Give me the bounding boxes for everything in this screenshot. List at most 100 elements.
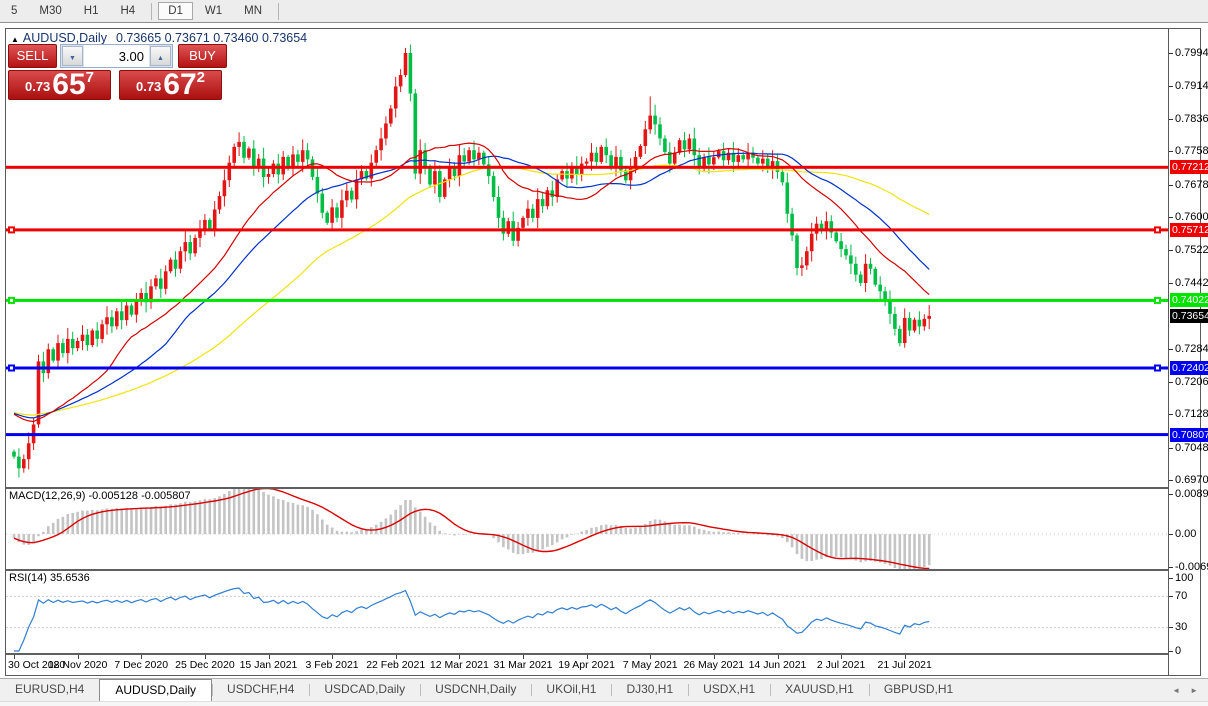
chart-tabs: EURUSD,H4 AUDUSD,Daily USDCHF,H4 USDCAD,Dai… xyxy=(0,679,968,701)
rsi-axis-label: 0 xyxy=(1169,645,1181,657)
timeframe-M30[interactable]: M30 xyxy=(39,5,62,17)
tab-USDCAD-Daily[interactable]: USDCAD,Daily xyxy=(309,679,420,701)
timeframe-H4[interactable]: H4 xyxy=(120,5,136,17)
timeframe-MN[interactable]: MN xyxy=(244,5,263,17)
date-tick xyxy=(841,655,843,659)
tab-UKOil-H1[interactable]: UKOil,H1 xyxy=(531,679,611,701)
chart-title: ▲ AUDUSD,Daily 0.73665 0.73671 0.73460 0.7… xyxy=(11,31,307,45)
hline-0.75712[interactable] xyxy=(6,228,1168,232)
buy-button[interactable]: BUY xyxy=(178,44,227,68)
sell-price-prefix: 0.73 xyxy=(24,79,51,94)
macd-signal-line xyxy=(13,489,930,569)
date-label: 18 Nov 2020 xyxy=(47,659,108,671)
date-label: 3 Feb 2021 xyxy=(305,659,359,671)
hline-0.77212[interactable] xyxy=(6,165,1168,169)
rsi-line xyxy=(14,587,930,652)
tab-GBPUSD-H1[interactable]: GBPUSD,H1 xyxy=(868,679,968,701)
buy-price-display[interactable]: 0.73 67 2 xyxy=(119,69,222,100)
date-label: 7 May 2021 xyxy=(622,659,678,671)
tab-AUDUSD-Daily[interactable]: AUDUSD,Daily xyxy=(99,679,213,701)
sell-price-display[interactable]: 0.73 65 7 xyxy=(8,68,111,101)
volume-spinner: ▼ ▲ xyxy=(60,44,173,68)
date-label: 25 Dec 2020 xyxy=(175,659,235,671)
tab-EURUSD-H4[interactable]: EURUSD,H4 xyxy=(15,682,85,696)
macd-axis-label: -0.006977 xyxy=(1169,561,1208,573)
date-label: 31 Mar 2021 xyxy=(493,659,553,671)
macd-pane[interactable] xyxy=(6,489,1168,569)
tab-USDCNH-Daily[interactable]: USDCNH,Daily xyxy=(420,679,531,701)
date-axis: 30 Oct 2020 18 Nov 2020 7 Dec 2020 25 Dec 2… xyxy=(6,655,1168,675)
spinner-down-icon: ▼ xyxy=(69,55,76,62)
timeframe-5[interactable]: 5 xyxy=(11,5,18,17)
rsi-pane[interactable] xyxy=(6,571,1168,653)
fast-ma xyxy=(13,142,930,423)
tab-XAUUSD-H1[interactable]: XAUUSD,H1 xyxy=(770,679,869,701)
hline-0.72402[interactable] xyxy=(6,366,1168,370)
chart-title-ohlc: 0.73665 0.73671 0.73460 0.73654 xyxy=(115,31,308,45)
date-tick xyxy=(904,655,906,659)
timeframe-toolbar: 5 M30 H1 H4 D1 W1 MN xyxy=(0,0,1208,23)
slow-ma xyxy=(13,164,930,416)
price-tag-0.75712: 0.75712 xyxy=(1170,222,1208,237)
date-tick xyxy=(14,655,15,659)
pane-separator[interactable] xyxy=(6,487,1200,489)
date-label: 30 Oct 2020 xyxy=(8,659,66,671)
price-pane[interactable] xyxy=(6,30,1168,487)
tab-DJ30-H1[interactable]: DJ30,H1 xyxy=(611,679,688,701)
timeframe-W1[interactable]: W1 xyxy=(204,5,223,17)
chart-window: ▲ AUDUSD,Daily 0.73665 0.73671 0.73460 0.7… xyxy=(5,28,1208,676)
date-label: 7 Dec 2020 xyxy=(114,659,169,671)
date-tick xyxy=(713,655,715,659)
toolbar-separator xyxy=(151,2,153,20)
sell-price-big: 65 xyxy=(52,68,86,101)
spinner-up-icon: ▲ xyxy=(157,55,164,62)
timeframe-H1[interactable]: H1 xyxy=(83,5,99,17)
macd-axis-label: 0.008903 xyxy=(1169,488,1208,500)
date-tick xyxy=(650,655,652,659)
tab-scroll-right-icon[interactable]: ► xyxy=(1190,685,1198,695)
timeframe-D1[interactable]: D1 xyxy=(158,2,193,20)
date-label: 22 Feb 2021 xyxy=(366,659,426,671)
volume-decrease-button[interactable]: ▼ xyxy=(62,46,83,66)
buy-price-prefix: 0.73 xyxy=(135,79,162,94)
date-tick xyxy=(777,655,779,659)
date-tick xyxy=(204,655,206,659)
collapse-triangle-icon[interactable]: ▲ xyxy=(11,35,19,44)
macd-label: MACD(12,26,9) -0.005128 -0.005807 xyxy=(9,490,191,502)
rsi-axis-label: 100 xyxy=(1169,572,1193,584)
pane-separator[interactable] xyxy=(6,569,1200,571)
date-tick xyxy=(141,655,143,659)
volume-increase-button[interactable]: ▲ xyxy=(150,46,171,66)
date-label: 21 Jul 2021 xyxy=(877,659,932,671)
date-label: 12 Mar 2021 xyxy=(429,659,489,671)
macd-axis-label: 0.00 xyxy=(1169,528,1196,540)
sell-price-sup: 7 xyxy=(85,69,95,86)
date-tick xyxy=(523,655,524,659)
tab-USDX-H1[interactable]: USDX,H1 xyxy=(688,679,770,701)
sell-button[interactable]: SELL xyxy=(8,44,57,68)
status-strip xyxy=(0,701,1208,706)
date-tick xyxy=(586,655,588,659)
rsi-axis-label: 70 xyxy=(1169,590,1187,602)
price-tag-0.77212: 0.77212 xyxy=(1170,160,1208,175)
tab-scroll-left-icon[interactable]: ◄ xyxy=(1172,685,1181,695)
tab-USDCHF-H4[interactable]: USDCHF,H4 xyxy=(212,679,309,701)
volume-input[interactable] xyxy=(84,45,149,67)
hline-0.74022[interactable] xyxy=(6,298,1168,302)
date-label: 26 May 2021 xyxy=(683,659,745,671)
hline-0.70807[interactable] xyxy=(6,433,1168,437)
rsi-axis-label: 30 xyxy=(1169,621,1187,633)
date-tick xyxy=(332,655,334,659)
date-label: 14 Jun 2021 xyxy=(748,659,807,671)
